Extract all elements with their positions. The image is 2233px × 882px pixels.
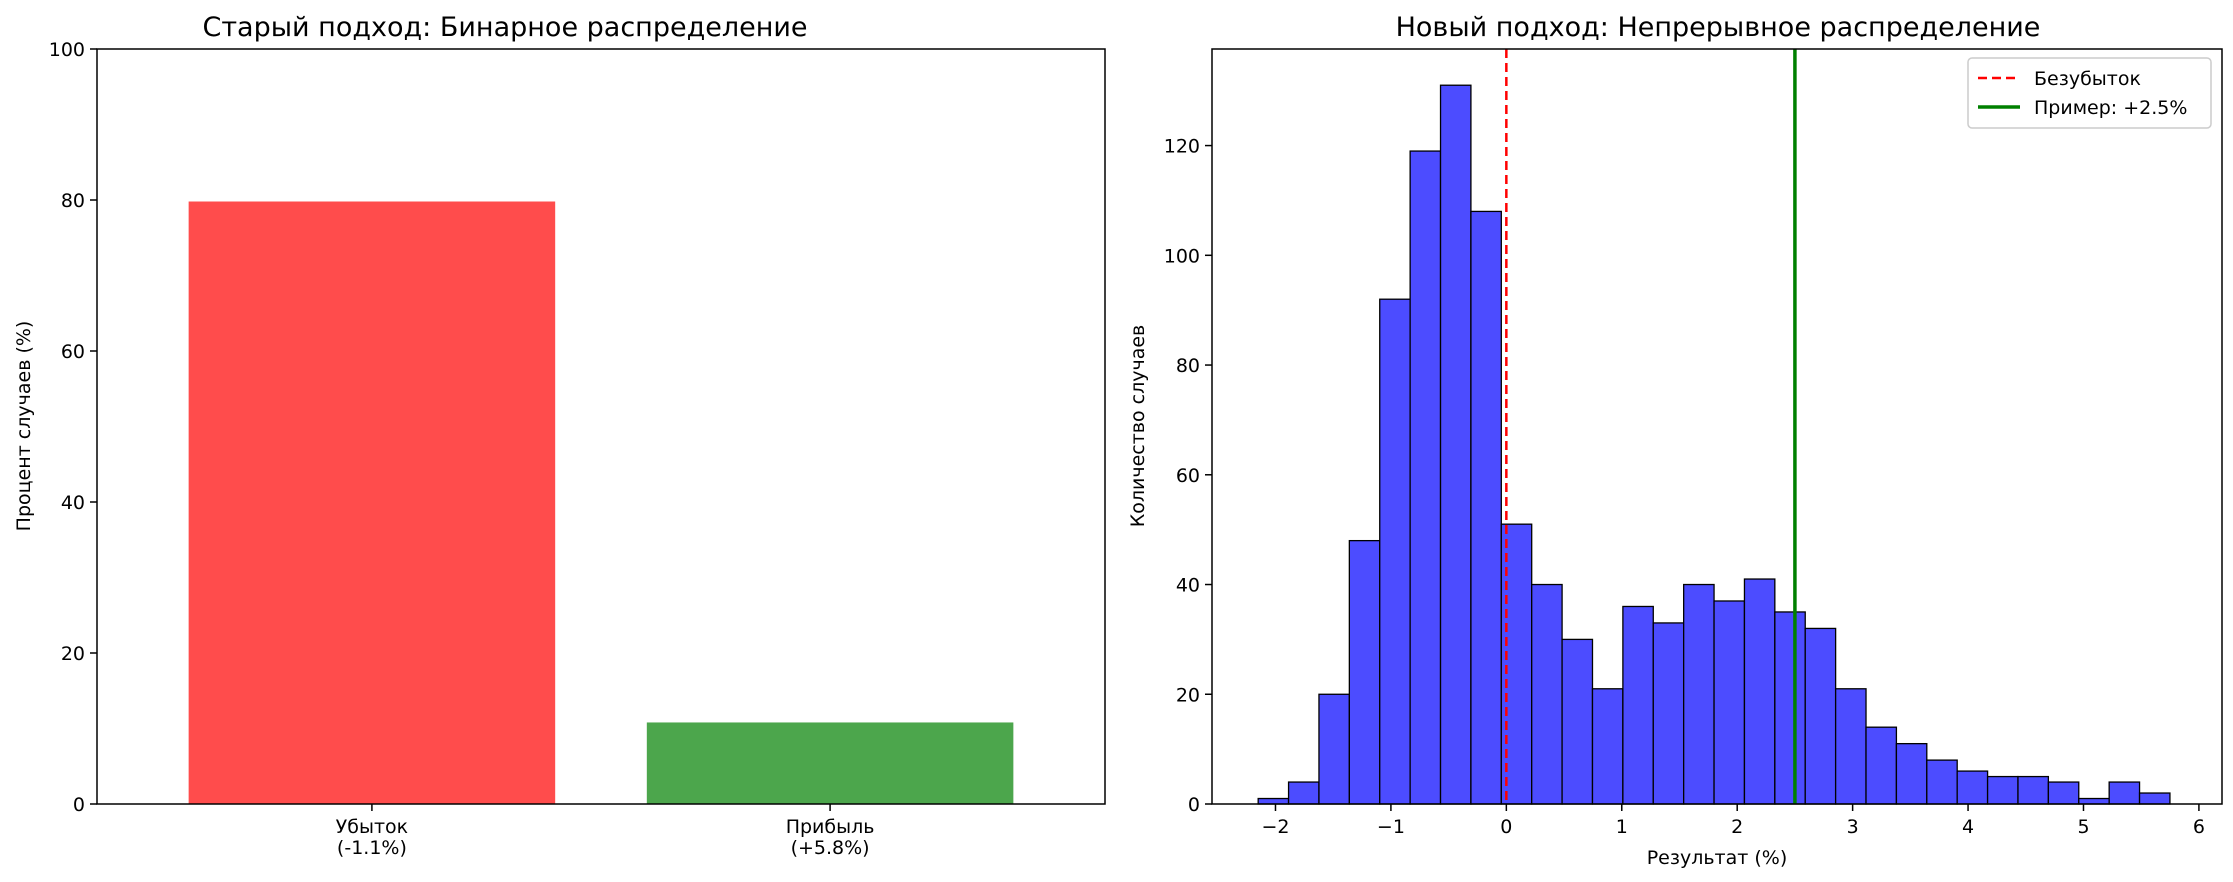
hist-bar-14 — [1683, 583, 1715, 805]
histogram-bars — [1257, 84, 2171, 805]
hist-bar-7 — [1470, 210, 1502, 805]
left-chart-title: Старый подход: Бинарное распределение — [202, 12, 807, 43]
left-plot-frame — [96, 48, 1106, 805]
y-tick-label: 60 — [1176, 465, 1200, 487]
hist-bar-28 — [2108, 781, 2141, 805]
hist-bar-10 — [1561, 638, 1594, 805]
hist-bar-27 — [2078, 797, 2110, 805]
hist-bar-16 — [1743, 578, 1776, 805]
hist-bar-15 — [1713, 600, 1746, 805]
right-chart-title: Новый подход: Непрерывное распределение — [1396, 12, 2041, 43]
left-y-ticks: 0 20 40 60 80 100 — [49, 39, 97, 816]
x-tick-label: 0 — [1500, 816, 1512, 838]
x-tick-label: 4 — [1962, 816, 1974, 838]
y-tick-label: 0 — [1188, 794, 1200, 816]
x-tick-label: 2 — [1731, 816, 1743, 838]
legend: Безубыток Пример: +2.5% — [1967, 57, 2212, 129]
right-y-axis-label: Количество случаев — [1127, 325, 1149, 528]
y-tick-label: 60 — [61, 341, 85, 363]
y-tick-label: 80 — [1176, 355, 1200, 377]
hist-bar-21 — [1895, 742, 1928, 805]
hist-bar-26 — [2047, 781, 2080, 805]
legend-label-breakeven: Безубыток — [2034, 68, 2141, 90]
hist-bar-8 — [1500, 523, 1533, 805]
y-tick-label: 120 — [1164, 136, 1200, 158]
hist-bar-11 — [1591, 688, 1624, 805]
x-tick-label: 3 — [1847, 816, 1859, 838]
hist-bar-2 — [1318, 693, 1350, 805]
hist-bar-1 — [1287, 781, 1320, 805]
x-tick-label: 6 — [2193, 816, 2205, 838]
y-tick-label: 100 — [49, 39, 85, 61]
hist-bar-23 — [1956, 770, 1989, 805]
histogram-chart: Новый подход: Непрерывное распределение … — [1127, 12, 2223, 869]
legend-box — [1967, 57, 2212, 129]
y-tick-label: 100 — [1164, 245, 1200, 267]
right-x-ticks: −2 −1 0 1 2 3 4 5 6 — [1261, 804, 2205, 838]
hist-bar-22 — [1926, 759, 1958, 805]
right-plot-frame — [1211, 48, 2223, 805]
right-y-ticks: 0 20 40 60 80 100 120 — [1164, 136, 1212, 816]
hist-bar-6 — [1439, 84, 1472, 805]
x-tick-label: 5 — [2077, 816, 2089, 838]
hist-bar-4 — [1379, 298, 1411, 805]
y-tick-label: 20 — [1176, 684, 1200, 706]
y-tick-label: 40 — [1176, 575, 1200, 597]
hist-bar-18 — [1804, 627, 1837, 805]
hist-bar-3 — [1348, 539, 1381, 805]
x-tick-label: −1 — [1377, 816, 1405, 838]
hist-bar-17 — [1774, 611, 1806, 805]
y-tick-label: 20 — [61, 643, 85, 665]
bar-0 — [188, 201, 556, 804]
hist-bar-12 — [1622, 605, 1654, 805]
x-tick-label: Убыток (-1.1%) — [336, 816, 408, 859]
hist-bar-9 — [1531, 583, 1563, 805]
left-x-ticks: Убыток (-1.1%) Прибыль (+5.8%) — [336, 804, 875, 859]
binary-bar-chart: Старый подход: Бинарное распределение 0 2… — [13, 12, 1106, 859]
x-tick-label: Прибыль (+5.8%) — [786, 816, 875, 859]
hist-bar-19 — [1834, 688, 1867, 805]
reference-lines — [1505, 49, 1797, 804]
left-bars — [188, 201, 1014, 804]
x-tick-label: −2 — [1261, 816, 1289, 838]
x-tick-label: 1 — [1616, 816, 1628, 838]
bar-1 — [646, 722, 1014, 804]
hist-bar-5 — [1409, 150, 1442, 805]
hist-bar-13 — [1652, 622, 1685, 805]
hist-bar-25 — [2017, 775, 2050, 805]
hist-bar-24 — [1986, 775, 2019, 805]
legend-label-example: Пример: +2.5% — [2034, 97, 2187, 119]
hist-bar-29 — [2138, 792, 2171, 805]
left-y-axis-label: Процент случаев (%) — [13, 321, 35, 532]
hist-bar-20 — [1865, 726, 1898, 805]
right-x-axis-label: Результат (%) — [1647, 847, 1788, 869]
y-tick-label: 80 — [61, 190, 85, 212]
y-tick-label: 0 — [73, 794, 85, 816]
y-tick-label: 40 — [61, 492, 85, 514]
hist-bar-0 — [1257, 797, 1290, 805]
